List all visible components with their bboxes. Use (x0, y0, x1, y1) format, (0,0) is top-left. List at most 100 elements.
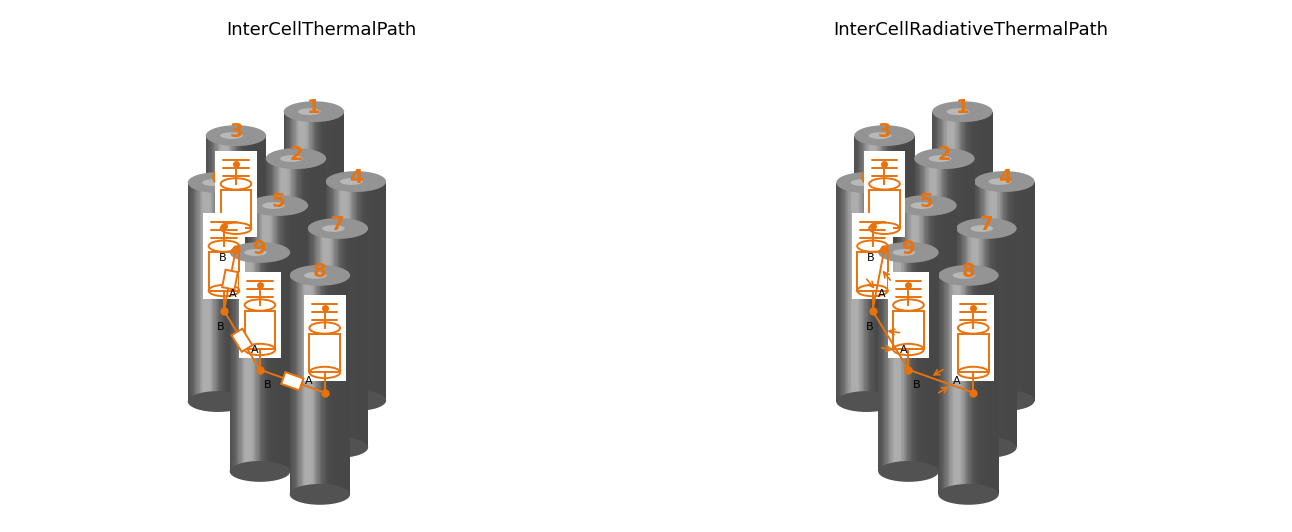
Bar (870, 189, 899, 228)
Text: 2: 2 (938, 145, 951, 164)
Ellipse shape (307, 218, 368, 239)
Bar (857, 252, 888, 290)
Ellipse shape (289, 265, 350, 286)
Bar (952, 295, 994, 381)
Ellipse shape (956, 218, 1017, 239)
Text: B: B (912, 380, 920, 389)
Ellipse shape (187, 391, 248, 412)
Ellipse shape (879, 242, 939, 263)
Bar (888, 272, 929, 358)
Ellipse shape (289, 484, 350, 505)
Text: B: B (218, 253, 226, 263)
Text: 6: 6 (211, 169, 225, 188)
Ellipse shape (933, 101, 992, 122)
Ellipse shape (248, 414, 309, 435)
Ellipse shape (187, 172, 248, 193)
Ellipse shape (893, 249, 915, 256)
Ellipse shape (938, 484, 999, 505)
Ellipse shape (854, 125, 915, 146)
Bar (239, 272, 280, 358)
Ellipse shape (915, 148, 974, 169)
Text: 3: 3 (229, 122, 243, 141)
Ellipse shape (970, 225, 994, 232)
Polygon shape (231, 329, 252, 352)
Ellipse shape (868, 132, 891, 139)
Text: 4: 4 (349, 168, 363, 187)
Ellipse shape (230, 461, 291, 482)
Bar (216, 151, 257, 237)
Ellipse shape (220, 132, 243, 139)
Text: A: A (877, 289, 885, 300)
Text: 9: 9 (902, 239, 915, 258)
Text: B: B (217, 322, 225, 332)
Text: InterCellThermalPath: InterCellThermalPath (226, 21, 417, 39)
Ellipse shape (897, 414, 956, 435)
Text: B: B (264, 380, 271, 389)
Ellipse shape (244, 249, 266, 256)
Ellipse shape (326, 171, 386, 192)
Ellipse shape (947, 109, 969, 115)
Text: A: A (251, 345, 258, 355)
Ellipse shape (938, 265, 999, 286)
Bar (221, 189, 252, 228)
Ellipse shape (974, 171, 1035, 192)
Text: A: A (229, 289, 236, 300)
Ellipse shape (879, 461, 939, 482)
Bar (203, 213, 245, 299)
Ellipse shape (956, 437, 1017, 458)
Ellipse shape (915, 367, 974, 388)
Polygon shape (222, 270, 238, 289)
Ellipse shape (230, 242, 291, 263)
Text: 8: 8 (313, 262, 327, 281)
Text: 4: 4 (997, 168, 1012, 187)
Ellipse shape (326, 390, 386, 411)
Text: InterCellRadiativeThermalPath: InterCellRadiativeThermalPath (833, 21, 1107, 39)
Text: 8: 8 (961, 262, 975, 281)
Bar (851, 213, 893, 299)
Ellipse shape (307, 437, 368, 458)
Text: A: A (953, 376, 961, 386)
Ellipse shape (205, 125, 266, 146)
Text: 7: 7 (331, 215, 345, 234)
Ellipse shape (836, 172, 897, 193)
Ellipse shape (897, 195, 956, 216)
Ellipse shape (850, 179, 873, 186)
Bar (244, 311, 275, 350)
Ellipse shape (911, 202, 933, 209)
Bar (957, 334, 988, 372)
Bar (309, 334, 340, 372)
Bar (304, 295, 345, 381)
Text: 5: 5 (920, 192, 933, 211)
Ellipse shape (262, 202, 284, 209)
Ellipse shape (298, 109, 320, 115)
Ellipse shape (974, 390, 1035, 411)
Text: A: A (305, 376, 313, 386)
Ellipse shape (266, 367, 326, 388)
Ellipse shape (340, 178, 363, 185)
Text: 3: 3 (877, 122, 891, 141)
Ellipse shape (854, 344, 915, 365)
Text: 7: 7 (979, 215, 994, 234)
Ellipse shape (988, 178, 1012, 185)
Text: 9: 9 (253, 239, 266, 258)
Ellipse shape (205, 344, 266, 365)
Text: B: B (867, 253, 875, 263)
Ellipse shape (280, 155, 302, 162)
Bar (863, 151, 906, 237)
Bar (208, 252, 239, 290)
Text: 5: 5 (271, 192, 284, 211)
Text: 6: 6 (859, 169, 873, 188)
Ellipse shape (933, 320, 992, 341)
Ellipse shape (836, 391, 897, 412)
Ellipse shape (284, 320, 344, 341)
Text: 1: 1 (956, 98, 969, 117)
Ellipse shape (952, 272, 975, 279)
Ellipse shape (304, 272, 327, 279)
Text: 1: 1 (307, 98, 320, 117)
Ellipse shape (202, 179, 225, 186)
Text: B: B (866, 322, 873, 332)
Text: 2: 2 (289, 145, 302, 164)
Text: A: A (899, 345, 907, 355)
Ellipse shape (284, 101, 344, 122)
Polygon shape (282, 372, 304, 390)
